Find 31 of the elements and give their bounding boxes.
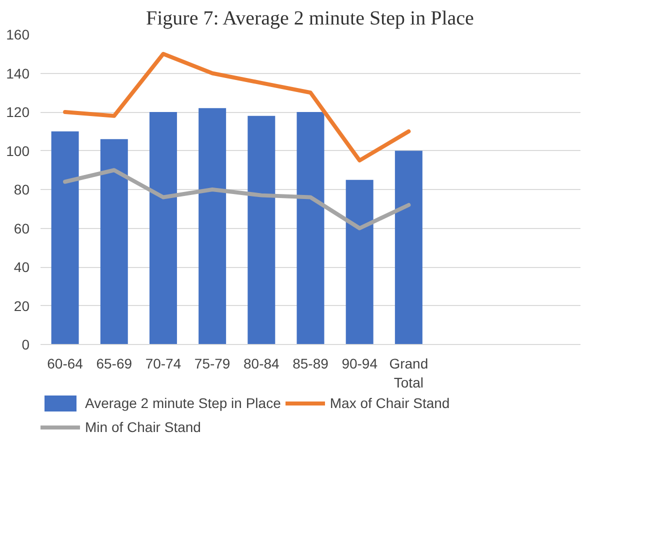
y-tick-label: 120: [6, 104, 30, 120]
y-tick-label: 60: [14, 220, 30, 236]
line-series: [63, 168, 411, 230]
legend-label: Max of Chair Stand: [330, 395, 450, 411]
chart-title: Figure 7: Average 2 minute Step in Place: [146, 8, 474, 30]
x-tick-label: 85-89: [292, 356, 329, 372]
bar: [100, 139, 128, 344]
x-tick-label: Grand Total: [389, 356, 428, 391]
legend-label: Average 2 minute Step in Place: [85, 395, 281, 411]
y-tick-label: 100: [6, 142, 30, 159]
y-tick-label: 80: [14, 182, 30, 198]
x-tick-label: 75-79: [194, 356, 230, 372]
line-series: [63, 52, 411, 162]
legend-label: Min of Chair Stand: [85, 419, 201, 435]
bar: [346, 180, 374, 344]
x-tick-label: 80-84: [244, 356, 280, 372]
y-tick-label: 160: [6, 26, 30, 42]
bar: [51, 131, 79, 344]
x-tick-label: 90-94: [342, 356, 378, 372]
bar: [198, 108, 226, 344]
x-tick-label: 60-64: [47, 356, 84, 372]
bar: [149, 112, 177, 344]
y-tick-label: 140: [6, 65, 30, 82]
y-tick-label: 40: [14, 259, 30, 275]
bar: [296, 112, 324, 344]
x-tick-label: 65-69: [96, 356, 132, 372]
bar: [394, 150, 422, 344]
y-tick-label: 0: [22, 336, 30, 352]
y-tick-label: 20: [14, 298, 30, 314]
bar: [248, 116, 276, 344]
x-tick-label: 70-74: [145, 356, 182, 372]
